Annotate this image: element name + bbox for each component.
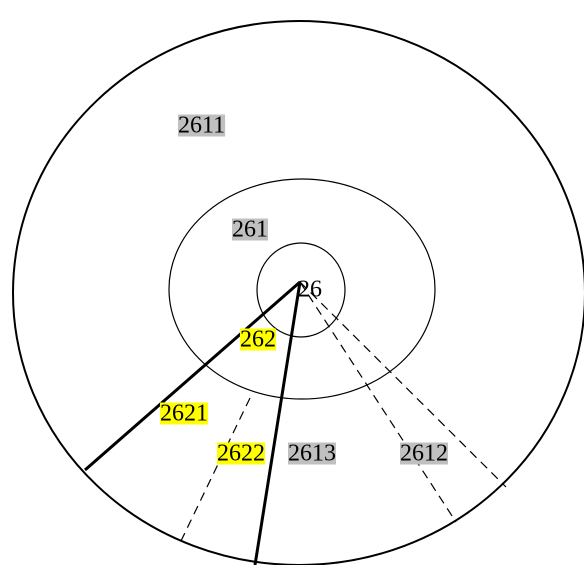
label-highlight: [160, 402, 208, 425]
node-label: 261: [232, 217, 268, 243]
inner-circle: [256, 242, 346, 338]
node-label: 2613: [288, 441, 336, 467]
boundary-line: [84, 280, 301, 472]
node-label: 2622: [217, 441, 265, 467]
label-highlight: [240, 328, 276, 351]
label-highlight: [288, 442, 336, 465]
node-label: 262: [240, 327, 276, 353]
label-highlight: [178, 114, 226, 137]
label-highlight: [232, 218, 268, 241]
dashed-line: [299, 281, 507, 488]
labels: 2611 261 26 262 2621 2622 2613 2612: [160, 113, 448, 467]
node-label: 2612: [400, 441, 448, 467]
node-label: 2621: [160, 401, 208, 427]
label-highlight: [400, 442, 448, 465]
outer-circle: [12, 20, 584, 565]
dashed-line: [299, 281, 457, 523]
label-highlight: [217, 442, 265, 465]
node-label: 2611: [178, 113, 225, 139]
middle-circle: [168, 178, 436, 400]
node-label: 26: [298, 277, 322, 303]
dashed-line: [179, 397, 251, 544]
boundary-line: [253, 281, 302, 565]
